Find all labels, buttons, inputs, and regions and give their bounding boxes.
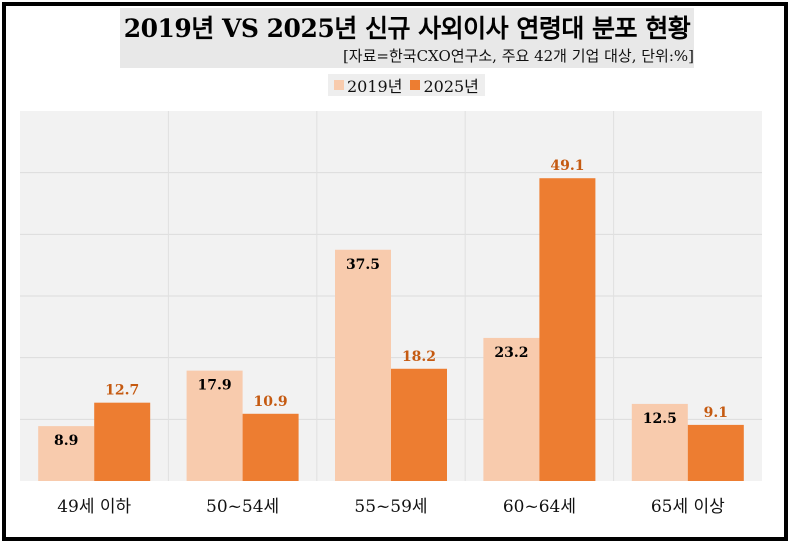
bar-2025-2 bbox=[391, 368, 447, 481]
category-label: 60~64세 bbox=[502, 497, 576, 517]
bar-2025-4 bbox=[687, 424, 744, 481]
data-label: 10.9 bbox=[254, 394, 288, 410]
source-note: [자료=한국CXO연구소, 주요 42개 기업 대상, 단위:%] bbox=[342, 47, 694, 65]
data-label: 8.9 bbox=[54, 433, 78, 449]
bar-2019-4 bbox=[631, 403, 688, 481]
legend-swatch-2025 bbox=[410, 80, 421, 90]
legend-label-2025: 2025년 bbox=[423, 77, 479, 96]
data-label: 18.2 bbox=[402, 349, 436, 365]
legend-item-2019: 2019년 bbox=[334, 73, 402, 97]
title-background bbox=[120, 8, 694, 44]
legend: 2019년 2025년 bbox=[328, 74, 485, 96]
data-label: 12.5 bbox=[643, 411, 677, 427]
bar-2025-0 bbox=[94, 402, 151, 481]
bar-2019-0 bbox=[38, 426, 95, 481]
data-label: 49.1 bbox=[550, 158, 584, 174]
bar-2019-3 bbox=[483, 337, 540, 481]
category-label: 49세 이하 bbox=[57, 497, 132, 517]
legend-swatch-2019 bbox=[334, 80, 344, 90]
legend-label-2019: 2019년 bbox=[347, 77, 403, 96]
bar-2019-1 bbox=[186, 370, 243, 481]
data-label: 12.7 bbox=[105, 383, 139, 399]
bar-chart-svg: 8.9 12.7 17.9 10.9 37.5 18.2 23.2 49.1 12.5 9.1 bbox=[20, 111, 762, 481]
bar-2025-1 bbox=[242, 413, 299, 481]
bar-2019-2 bbox=[335, 249, 391, 481]
data-label: 17.9 bbox=[198, 378, 232, 394]
data-label: 37.5 bbox=[346, 257, 380, 273]
data-label: 9.1 bbox=[704, 405, 728, 421]
plot-area: 8.9 12.7 17.9 10.9 37.5 18.2 23.2 49.1 12.5 9.1 bbox=[20, 111, 762, 481]
category-label: 55~59세 bbox=[354, 497, 428, 517]
data-label: 23.2 bbox=[494, 345, 528, 361]
bar-2025-3 bbox=[539, 178, 596, 481]
chart-title: 2019년 VS 2025년 신규 사외이사 연령대 분포 현황 bbox=[123, 14, 691, 43]
source-background bbox=[120, 44, 694, 68]
legend-item-2025: 2025년 bbox=[410, 73, 479, 97]
category-label: 50~54세 bbox=[206, 497, 280, 517]
category-label: 65세 이상 bbox=[650, 497, 725, 517]
